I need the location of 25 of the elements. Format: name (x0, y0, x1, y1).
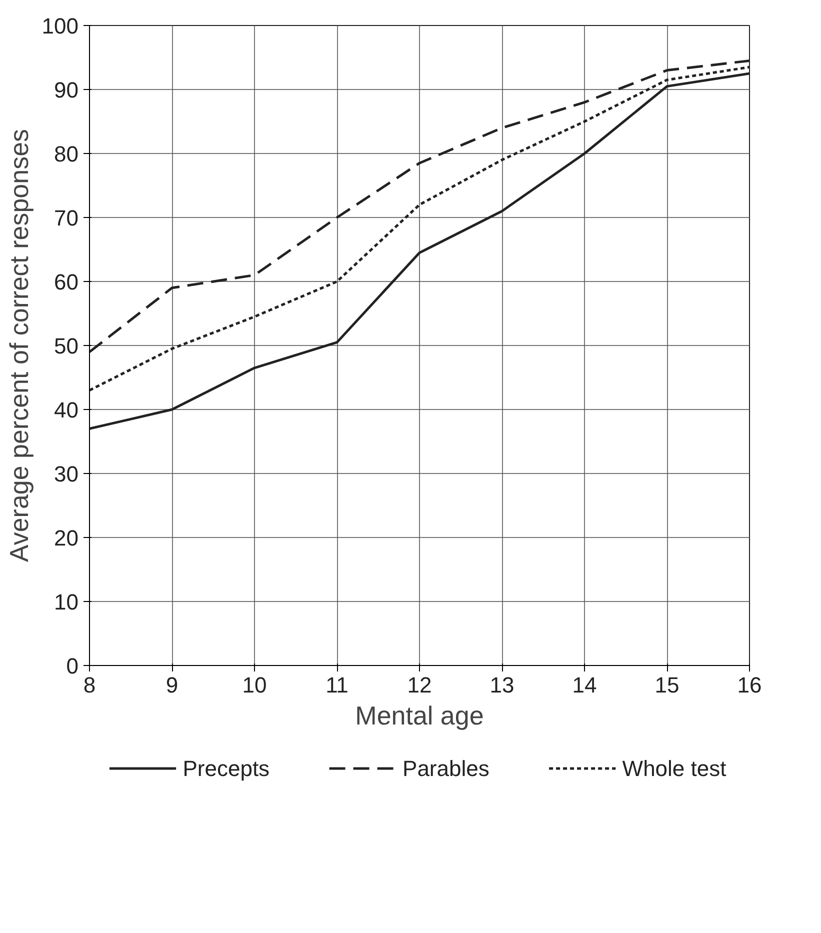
x-tick-label: 8 (83, 672, 96, 698)
y-tick-label: 60 (54, 270, 79, 294)
x-tick-label: 15 (654, 672, 680, 698)
y-tick-label: 70 (54, 206, 79, 230)
y-tick-label: 40 (54, 398, 79, 422)
x-tick-label: 9 (166, 672, 178, 698)
y-tick-label: 20 (54, 526, 79, 550)
legend-label: Whole test (622, 756, 726, 781)
x-tick-label: 16 (737, 672, 762, 698)
y-tick-label: 10 (54, 590, 79, 614)
x-tick-label: 11 (326, 672, 348, 698)
y-tick-label: 80 (54, 142, 79, 166)
y-tick-label: 50 (54, 334, 79, 358)
x-tick-label: 14 (572, 672, 597, 698)
y-tick-label: 90 (54, 78, 79, 102)
x-tick-label: 13 (490, 672, 514, 698)
y-tick-label: 100 (42, 14, 79, 38)
y-axis-title: Average percent of correct responses (4, 128, 34, 562)
x-tick-label: 10 (242, 672, 267, 698)
x-axis-title: Mental age (355, 700, 484, 730)
x-tick-label: 12 (407, 672, 432, 698)
legend-label: Precepts (182, 756, 270, 781)
y-tick-label: 30 (54, 462, 79, 486)
y-tick-label: 0 (66, 654, 79, 678)
legend-label: Parables (402, 756, 490, 781)
